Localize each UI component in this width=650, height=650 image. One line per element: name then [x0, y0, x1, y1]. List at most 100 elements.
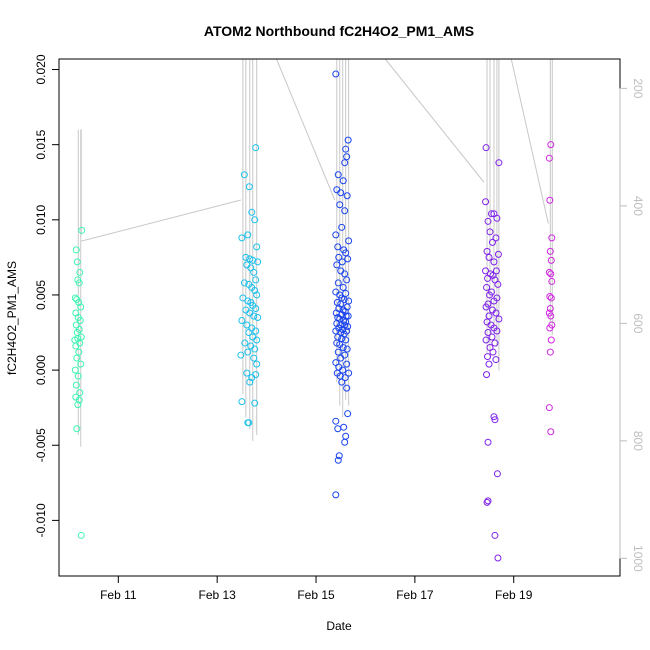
- data-point: [492, 234, 500, 242]
- data-point: [343, 345, 351, 353]
- right-tick-label: 800: [631, 431, 645, 451]
- data-point: [482, 144, 490, 152]
- data-point: [240, 279, 248, 287]
- data-point: [491, 531, 499, 539]
- data-point: [339, 306, 347, 314]
- data-point: [336, 201, 344, 209]
- data-point: [494, 280, 502, 288]
- data-point: [342, 249, 350, 257]
- data-point: [241, 339, 249, 347]
- data-point: [252, 144, 260, 152]
- data-point: [252, 327, 260, 335]
- data-point: [332, 327, 340, 335]
- data-points: [71, 70, 556, 562]
- data-point: [254, 258, 262, 266]
- data-point: [243, 261, 251, 269]
- data-point: [76, 317, 84, 325]
- data-point: [251, 345, 259, 353]
- data-point: [343, 360, 351, 368]
- right-axis-altitude: 200 400 600 800 1000: [619, 78, 645, 572]
- y-tick-label: -0.010: [34, 503, 48, 537]
- right-tick-label: 1000: [631, 545, 645, 572]
- x-axis-label: Date: [326, 619, 352, 633]
- data-point: [73, 354, 81, 362]
- data-point: [332, 288, 340, 296]
- data-point: [245, 419, 253, 427]
- data-point: [340, 295, 348, 303]
- data-point: [249, 256, 257, 264]
- data-point: [493, 470, 501, 478]
- x-tick-label: Feb 17: [396, 588, 434, 602]
- data-point: [252, 276, 260, 284]
- data-point: [547, 294, 555, 302]
- data-point: [74, 401, 82, 409]
- data-point: [334, 171, 342, 179]
- data-point: [341, 374, 349, 382]
- data-point: [244, 231, 252, 239]
- data-point: [240, 171, 248, 179]
- data-point: [75, 348, 83, 356]
- data-point: [253, 291, 261, 299]
- data-point: [238, 234, 246, 242]
- data-point: [545, 154, 553, 162]
- y-axis: -0.010 -0.005 0.000 0.005 0.010 0.015 0.020: [34, 54, 59, 537]
- data-point: [546, 304, 554, 312]
- data-point: [342, 145, 350, 153]
- data-point: [239, 294, 247, 302]
- altitude-transit: [81, 199, 242, 242]
- data-point: [487, 210, 495, 218]
- data-point: [341, 159, 349, 167]
- data-point: [251, 286, 259, 294]
- y-tick-label: 0.000: [34, 355, 48, 385]
- data-point: [343, 153, 351, 161]
- data-point: [488, 333, 496, 341]
- data-point: [484, 329, 492, 337]
- x-tick-label: Feb 13: [198, 588, 236, 602]
- data-point: [485, 312, 493, 320]
- data-point: [254, 314, 262, 321]
- data-point: [547, 336, 555, 344]
- data-point: [547, 312, 555, 320]
- data-point: [493, 214, 501, 222]
- data-point: [250, 354, 258, 362]
- data-point: [484, 438, 492, 446]
- data-point: [338, 335, 346, 343]
- data-point: [75, 298, 83, 306]
- y-tick-label: 0.020: [34, 54, 48, 84]
- data-point: [344, 312, 352, 320]
- data-point: [72, 246, 80, 254]
- data-point: [483, 247, 491, 255]
- data-point: [345, 369, 353, 377]
- data-point: [332, 491, 340, 499]
- data-point: [488, 238, 496, 246]
- y-tick-label: 0.015: [34, 129, 48, 159]
- data-point: [333, 320, 341, 328]
- data-point: [72, 381, 80, 389]
- data-point: [334, 243, 342, 251]
- data-point: [335, 253, 343, 261]
- x-tick-label: Feb 15: [297, 588, 335, 602]
- data-point: [77, 360, 85, 368]
- data-point: [485, 253, 493, 261]
- data-point: [333, 261, 341, 269]
- data-point: [344, 410, 352, 418]
- data-point: [340, 423, 348, 431]
- data-point: [77, 303, 85, 311]
- data-point: [545, 268, 553, 276]
- data-point: [343, 192, 351, 200]
- data-point: [335, 452, 343, 460]
- altitude-track: [77, 58, 553, 447]
- data-point: [491, 339, 499, 347]
- data-point: [242, 253, 250, 261]
- data-point: [548, 234, 556, 242]
- data-point: [73, 258, 81, 266]
- data-point: [547, 428, 555, 436]
- data-point: [74, 335, 82, 343]
- data-point: [341, 438, 349, 446]
- data-point: [492, 309, 500, 317]
- data-point: [492, 356, 500, 364]
- data-point: [483, 283, 491, 291]
- right-tick-label: 600: [631, 313, 645, 333]
- right-tick-label: 200: [631, 78, 645, 98]
